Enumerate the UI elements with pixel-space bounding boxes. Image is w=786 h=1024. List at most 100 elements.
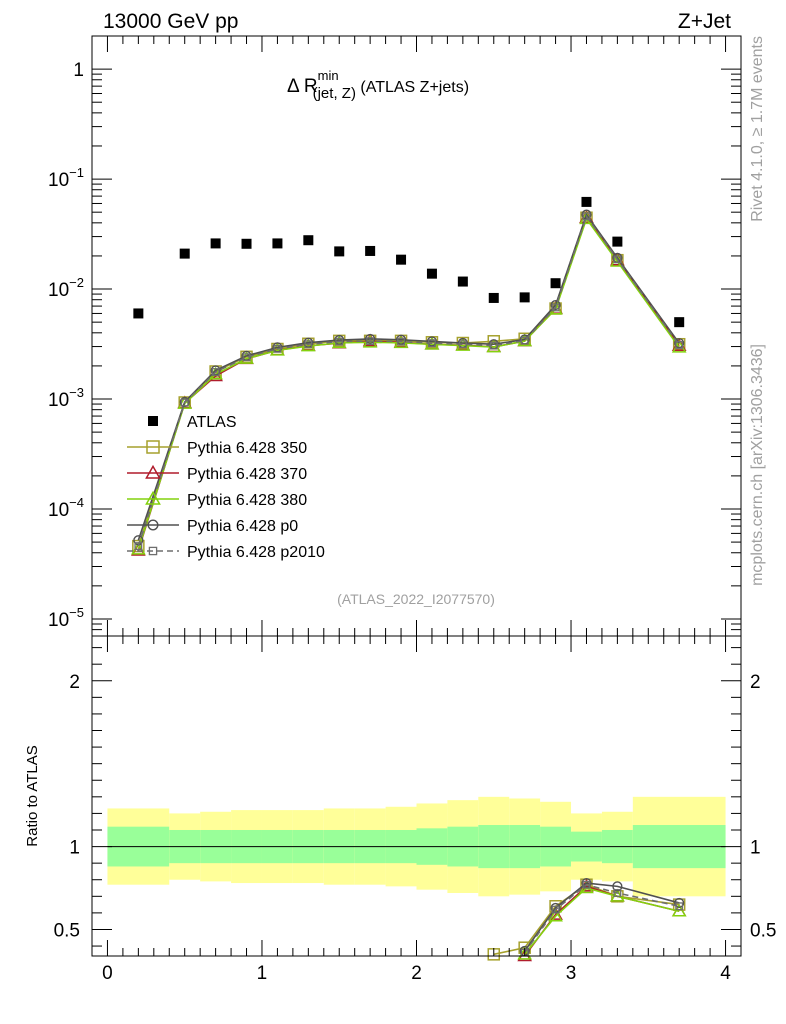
main-series-4-point — [551, 303, 560, 312]
main-y-tick-label: 10−1 — [48, 165, 84, 191]
main-series-4 — [134, 212, 684, 551]
atlas-data-point — [179, 248, 190, 259]
ratio-y-tick-label-right: 2 — [750, 672, 761, 693]
ratio-y-axis-label: Ratio to ATLAS — [24, 745, 41, 846]
rivet-version-label: Rivet 4.1.0, ≥ 1.7M events — [749, 36, 766, 222]
ratio-series-2-point — [671, 903, 687, 917]
legend-label-2: Pythia 6.428 370 — [187, 466, 307, 483]
atlas-data-point — [457, 276, 468, 287]
analysis-id-label: (ATLAS_2022_I2077570) — [337, 591, 495, 607]
header-energy-label: 13000 GeV pp — [103, 10, 238, 33]
ratio-series-4-point — [582, 880, 591, 889]
legend-label-3: Pythia 6.428 380 — [187, 492, 307, 509]
legend-entry-2: Pythia 6.428 370 — [127, 464, 307, 483]
legend-entry-1: Pythia 6.428 350 — [127, 440, 307, 457]
main-y-tick-label: 10−2 — [48, 275, 84, 301]
main-series-4-point — [489, 341, 498, 350]
legend: ATLAS Pythia 6.428 350 Pythia 6.428 370 Pyt… — [127, 414, 325, 561]
main-y-tick-label: 10−3 — [48, 385, 84, 411]
chart-title-sub: (jet, Z) — [313, 85, 356, 102]
main-y-tick-label: 1 — [73, 60, 84, 81]
main-y-tick-base: 10 — [48, 170, 69, 191]
ratio-plot-frame — [91, 635, 742, 957]
main-series-line-3 — [137, 212, 680, 541]
legend-marker-1 — [146, 440, 160, 454]
mcplots-label: mcplots.cern.ch [arXiv:1306.3436] — [749, 344, 766, 586]
legend-entry-3: Pythia 6.428 380 — [127, 490, 307, 509]
main-y-tick-base: 10 — [48, 390, 69, 411]
atlas-data-point — [550, 278, 561, 289]
ratio-axes: 0.5 0.5 1 1 2 2 — [54, 636, 776, 956]
atlas-data-point — [272, 238, 283, 249]
main-series-4-point — [180, 398, 189, 407]
x-tick-label: 1 — [257, 963, 268, 984]
main-axes: 10−510−410−310−210−11 — [48, 35, 741, 637]
ratio-y-tick-label-left: 1 — [69, 838, 80, 859]
main-y-tick-label: 10−5 — [48, 605, 84, 631]
main-y-tick-base: 10 — [48, 500, 69, 521]
main-series-4-point — [304, 340, 313, 349]
main-series-4-point — [520, 336, 529, 345]
legend-marker-3 — [145, 490, 161, 505]
ratio-series-4-point — [675, 902, 684, 911]
ratio-series-line-2 — [524, 887, 680, 955]
main-series-4-point — [211, 368, 220, 376]
main-series-3-point — [550, 299, 561, 311]
main-series-3-point — [365, 333, 376, 345]
main-y-tick-base: 10 — [48, 610, 69, 631]
atlas-data-point — [612, 236, 623, 247]
x-tick-label: 2 — [411, 963, 422, 984]
main-series-3 — [133, 209, 685, 546]
atlas-data-point — [241, 238, 252, 249]
main-series-4-point — [366, 337, 375, 346]
main-series-4-point — [582, 212, 591, 221]
chart-title: Δ Rmin (jet, Z) (ATLAS Z+jets) — [287, 68, 469, 102]
main-y-tick-exponent: −4 — [69, 495, 84, 510]
ratio-series-3-point — [612, 881, 623, 892]
ratio-series-layer — [487, 877, 687, 962]
atlas-data-point — [674, 317, 685, 328]
main-y-tick-label: 10−4 — [48, 495, 84, 521]
legend-marker-4 — [147, 519, 159, 531]
legend-marker-2 — [145, 464, 161, 479]
main-y-tick-base: 1 — [73, 60, 84, 81]
x-axis-tick-labels: 0 1 2 3 4 — [102, 963, 731, 984]
ratio-series-3 — [519, 877, 685, 957]
atlas-data-point — [396, 254, 407, 265]
atlas-data-point — [303, 235, 314, 246]
main-series-4-point — [242, 353, 251, 362]
x-tick-label: 3 — [566, 963, 577, 984]
main-y-tick-exponent: −1 — [69, 165, 84, 180]
main-series-layer — [131, 209, 687, 556]
chart-title-suffix: (ATLAS Z+jets) — [356, 79, 469, 96]
main-series-3-point — [674, 338, 685, 349]
main-series-4-point — [428, 339, 436, 348]
main-y-tick-exponent: −5 — [69, 605, 84, 620]
main-series-4-point — [273, 344, 282, 353]
header-process-label: Z+Jet — [678, 10, 731, 33]
ratio-series-line-3 — [524, 882, 680, 952]
legend-entry-5: Pythia 6.428 p2010 — [127, 544, 325, 561]
atlas-data-point — [133, 308, 144, 319]
main-series-4-point — [335, 337, 344, 346]
legend-entry-0: ATLAS — [148, 414, 237, 431]
chart-title-sup: min — [318, 68, 339, 83]
ratio-y-tick-label-right: 0.5 — [750, 920, 776, 941]
legend-marker-5 — [148, 546, 158, 556]
main-series-4-point — [134, 542, 143, 551]
ratio-series-line-4 — [524, 883, 680, 954]
ratio-series-4 — [520, 880, 684, 957]
x-tick-label: 4 — [720, 963, 731, 984]
ratio-uncertainty-band — [107, 796, 726, 897]
legend-label-0: ATLAS — [187, 414, 237, 431]
main-y-tick-base: 10 — [48, 280, 69, 301]
x-tick-label: 0 — [102, 963, 113, 984]
ratio-y-tick-label-left: 2 — [69, 672, 80, 693]
atlas-data-point — [581, 196, 592, 207]
main-series-4-point — [675, 341, 684, 349]
atlas-data-point — [334, 246, 345, 257]
main-y-tick-exponent: −2 — [69, 275, 84, 290]
main-series-4-point — [397, 337, 405, 346]
main-series-4-point — [458, 340, 467, 349]
legend-label-1: Pythia 6.428 350 — [187, 440, 307, 457]
